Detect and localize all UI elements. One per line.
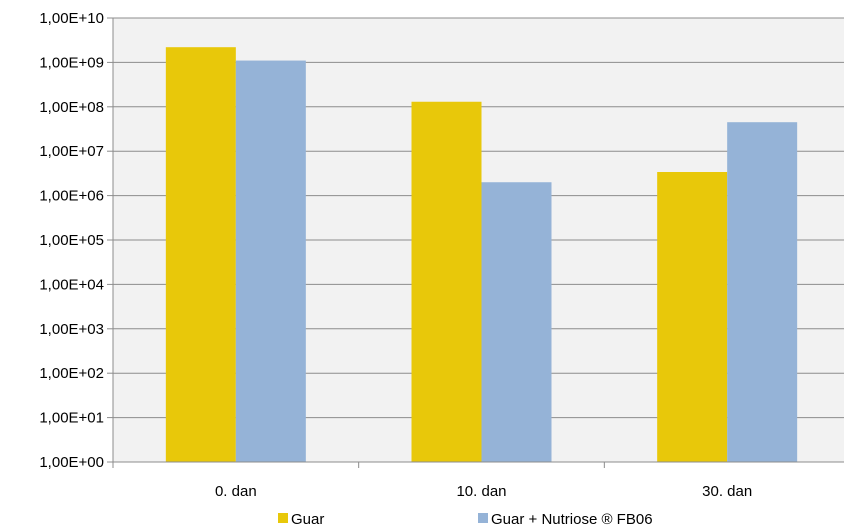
y-tick-label: 1,00E+00 [39,454,104,471]
y-tick-label: 1,00E+04 [39,276,104,293]
y-tick-label: 1,00E+01 [39,410,104,427]
x-tick-label: 10. dan [456,483,506,500]
bar-guar [411,101,482,463]
bar-guar-nutriose [481,182,552,463]
x-axis-ticks: 0. dan 10. dan 30. dan [112,462,752,500]
legend-label: Guar + Nutriose ® FB06 [491,511,653,528]
y-tick-label: 1,00E+06 [39,188,104,205]
bar-guar-nutriose [727,122,798,463]
legend-label: Guar [291,511,324,528]
y-tick-label: 1,00E+08 [39,99,104,116]
y-tick-label: 1,00E+03 [39,321,104,338]
x-tick-label: 0. dan [215,483,257,500]
y-axis-ticks: 1,00E+00 1,00E+01 1,00E+02 1,00E+03 1,00E+04… [39,10,113,471]
bar-guar [165,47,236,462]
legend-swatch [278,513,288,523]
bar-guar-nutriose [235,60,306,462]
y-tick-label: 1,00E+09 [39,54,104,71]
y-tick-label: 1,00E+02 [39,365,104,382]
y-tick-label: 1,00E+10 [39,10,104,27]
bar-guar [657,172,728,463]
x-tick-label: 30. dan [702,483,752,500]
legend: Guar Guar + Nutriose ® FB06 [278,511,653,528]
y-tick-label: 1,00E+07 [39,143,104,160]
legend-swatch [478,513,488,523]
y-tick-label: 1,00E+05 [39,232,104,249]
bars [165,47,798,463]
